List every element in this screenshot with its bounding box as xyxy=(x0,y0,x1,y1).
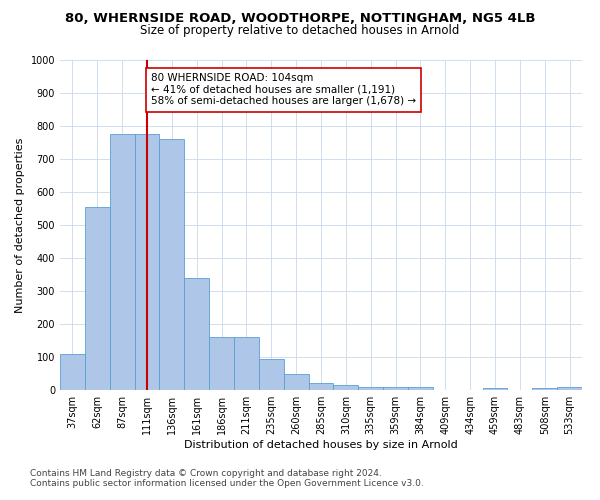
Y-axis label: Number of detached properties: Number of detached properties xyxy=(15,138,25,312)
Bar xyxy=(383,386,408,390)
Bar xyxy=(482,388,508,390)
Text: Contains public sector information licensed under the Open Government Licence v3: Contains public sector information licen… xyxy=(30,478,424,488)
Text: 80 WHERNSIDE ROAD: 104sqm
← 41% of detached houses are smaller (1,191)
58% of se: 80 WHERNSIDE ROAD: 104sqm ← 41% of detac… xyxy=(151,73,416,106)
Bar xyxy=(110,134,134,390)
Bar xyxy=(308,384,334,390)
Text: Size of property relative to detached houses in Arnold: Size of property relative to detached ho… xyxy=(140,24,460,37)
Bar xyxy=(60,354,85,390)
Bar xyxy=(532,388,557,390)
X-axis label: Distribution of detached houses by size in Arnold: Distribution of detached houses by size … xyxy=(184,440,458,450)
Bar xyxy=(334,385,358,390)
Text: Contains HM Land Registry data © Crown copyright and database right 2024.: Contains HM Land Registry data © Crown c… xyxy=(30,468,382,477)
Bar xyxy=(234,337,259,390)
Bar xyxy=(557,386,582,390)
Bar xyxy=(408,386,433,390)
Bar xyxy=(259,358,284,390)
Bar xyxy=(358,386,383,390)
Bar xyxy=(209,337,234,390)
Bar xyxy=(134,134,160,390)
Bar xyxy=(160,139,184,390)
Bar xyxy=(85,207,110,390)
Bar xyxy=(284,374,308,390)
Bar xyxy=(184,278,209,390)
Text: 80, WHERNSIDE ROAD, WOODTHORPE, NOTTINGHAM, NG5 4LB: 80, WHERNSIDE ROAD, WOODTHORPE, NOTTINGH… xyxy=(65,12,535,26)
